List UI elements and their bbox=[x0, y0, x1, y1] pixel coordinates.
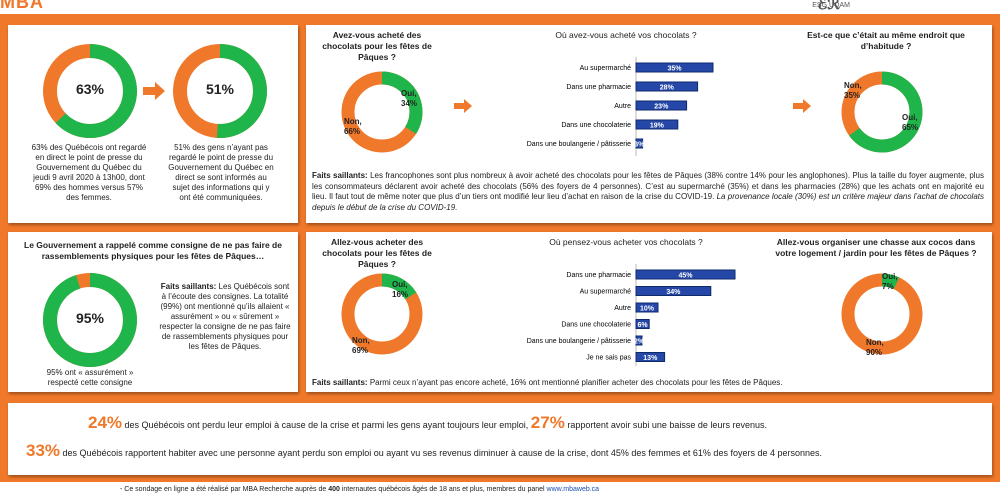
bar-value-label: 23% bbox=[654, 104, 669, 111]
q6-oui-label: Oui, 7% bbox=[882, 272, 898, 291]
q6-title: Allez-vous organiser une chasse aux coco… bbox=[775, 237, 977, 258]
donut-63 bbox=[43, 44, 137, 138]
donut-will-buy bbox=[341, 273, 423, 355]
partner-logo-mark: ℰℛ bbox=[817, 0, 840, 13]
q4-title: Allez-vous acheter des chocolats pour le… bbox=[322, 237, 432, 269]
bar bbox=[635, 100, 688, 111]
panel-gatherings: Le Gouvernement a rappelé comme consigne… bbox=[8, 232, 298, 392]
q1-non-label: Non, 66% bbox=[344, 117, 362, 136]
arrow-icon bbox=[143, 82, 165, 100]
gatherings-faits: Faits saillants: Les Québécois sont à l’… bbox=[159, 282, 291, 351]
bar bbox=[635, 352, 666, 362]
panel-employment: 24% des Québécois ont perdu leur emploi … bbox=[8, 403, 992, 475]
q1-oui-label: Oui, 34% bbox=[401, 89, 418, 108]
bar-value-label: 45% bbox=[678, 273, 693, 280]
mba-logo: MBA bbox=[0, 0, 44, 12]
panel-will-buy: Allez-vous acheter des chocolats pour le… bbox=[306, 232, 992, 392]
bar-category-label: Dans une chocolaterie bbox=[561, 122, 631, 129]
bar-category-label: Au supermarché bbox=[580, 289, 631, 296]
donut-51 bbox=[173, 44, 267, 138]
bar bbox=[635, 302, 659, 313]
bar-value-label: 10% bbox=[640, 306, 655, 313]
press-text-2: 51% des gens n’ayant pas regardé le poin… bbox=[168, 143, 274, 202]
panel-bought-chocolates: Avez-vous acheté des chocolats pour les … bbox=[306, 25, 992, 223]
bar bbox=[635, 62, 714, 73]
mbaweb-link[interactable]: www.mbaweb.ca bbox=[546, 486, 600, 493]
donut-95 bbox=[43, 273, 137, 367]
bar-category-label: Je ne sais pas bbox=[586, 355, 631, 362]
faits-saillants-2: Faits saillants: Parmi ceux n’ayant pas … bbox=[312, 378, 783, 387]
bar-category-label: Autre bbox=[614, 103, 631, 110]
bar bbox=[635, 138, 644, 149]
bar-category-label: Dans une boulangerie / pâtisserie bbox=[527, 141, 631, 148]
q3-non-label: Non, 35% bbox=[844, 81, 862, 100]
bar-category-label: Dans une pharmacie bbox=[566, 84, 631, 91]
bar bbox=[635, 119, 679, 130]
panel-press-conference: 63% 51% 63% des Québécois ont regardé en… bbox=[8, 25, 298, 223]
bar bbox=[635, 81, 699, 92]
bar bbox=[635, 269, 736, 280]
bar-category-label: Autre bbox=[614, 305, 631, 312]
bar bbox=[635, 319, 650, 329]
faits-saillants-1: Faits saillants: Les francophones sont p… bbox=[312, 171, 984, 212]
bar-value-label: 34% bbox=[666, 289, 681, 296]
arrow-icon bbox=[454, 99, 472, 113]
bar-value-label: 35% bbox=[667, 66, 682, 73]
bar bbox=[635, 335, 643, 346]
top-header: MBA ℰℛ ESG UQAM bbox=[0, 0, 1000, 14]
q4-non-label: Non, 69% bbox=[352, 336, 370, 355]
q4-oui-label: Oui, 16% bbox=[392, 280, 409, 299]
bar bbox=[635, 286, 712, 296]
bar-value-label: 13% bbox=[643, 355, 658, 362]
gatherings-title: Le Gouvernement a rappelé comme consigne… bbox=[24, 240, 282, 261]
press-text-1: 63% des Québécois ont regardé en direct … bbox=[31, 143, 147, 202]
employment-line-1: 24% des Québécois ont perdu leur emploi … bbox=[88, 413, 767, 432]
q6-non-label: Non, 90% bbox=[866, 338, 884, 357]
bar-category-label: Dans une pharmacie bbox=[566, 272, 631, 279]
bar-chart-bought: Au supermarché 35% Dans une pharmacie 28% Au… bbox=[527, 57, 714, 156]
bar-chart-will-buy: Dans une pharmacie 45% Au supermarché 34% Au… bbox=[527, 264, 736, 366]
q1-title: Avez-vous acheté des chocolats pour les … bbox=[322, 30, 432, 62]
donut-95-label: 95% bbox=[75, 310, 105, 326]
gatherings-caption: 95% ont « assurément » respecté cette co… bbox=[46, 368, 134, 387]
employment-line-2: 33% des Québécois rapportent habiter ave… bbox=[26, 441, 823, 460]
partner-logo: ESG UQAM bbox=[812, 2, 850, 9]
bar-value-label: 2% bbox=[634, 339, 645, 346]
bar-category-label: Dans une boulangerie / pâtisserie bbox=[527, 338, 631, 345]
bar-value-label: 6% bbox=[638, 322, 649, 329]
q3-title: Est-ce que c’était au même endroit que d… bbox=[807, 30, 965, 51]
bar-value-label: 19% bbox=[650, 123, 665, 130]
q3-oui-label: Oui, 65% bbox=[902, 113, 919, 132]
bar-category-label: Dans une chocolaterie bbox=[561, 322, 631, 329]
donut-51-label: 51% bbox=[205, 81, 235, 97]
donut-bought bbox=[341, 71, 423, 153]
arrow-icon bbox=[793, 99, 811, 113]
donut-63-label: 63% bbox=[75, 81, 105, 97]
q5-title: Où pensez-vous acheter vos chocolats ? bbox=[549, 237, 703, 247]
q2-title: Où avez-vous acheté vos chocolats ? bbox=[555, 30, 697, 40]
footer-note: - Ce sondage en ligne a été réalisé par … bbox=[120, 486, 600, 493]
donut-same-place bbox=[841, 71, 923, 153]
donut-egg-hunt bbox=[841, 273, 923, 355]
footer: - Ce sondage en ligne a été réalisé par … bbox=[0, 482, 1000, 500]
bar-value-label: 28% bbox=[660, 85, 675, 92]
bar-value-label: 3% bbox=[634, 142, 645, 149]
bar-category-label: Au supermarché bbox=[580, 65, 631, 72]
